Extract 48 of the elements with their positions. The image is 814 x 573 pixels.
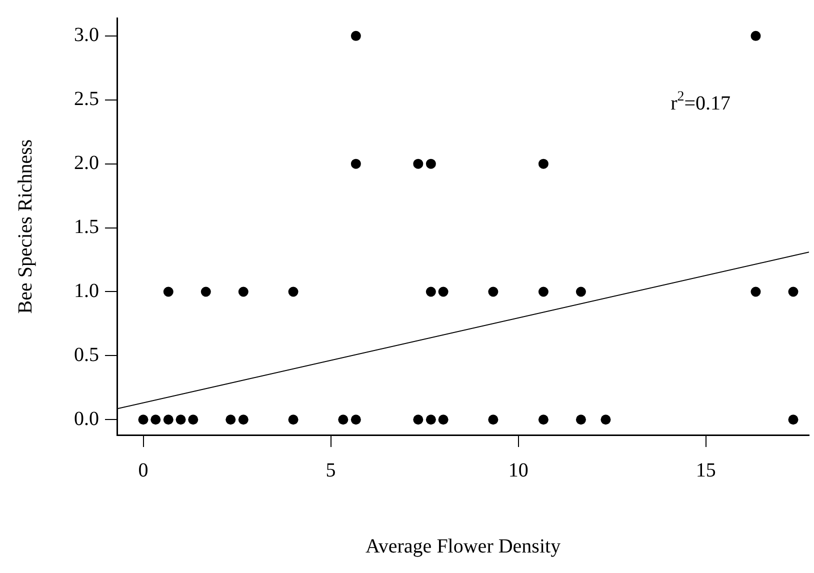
- x-tick-label: 15: [696, 459, 716, 482]
- point: [426, 286, 436, 297]
- y-tick-label: 1.0: [74, 280, 99, 302]
- x-axis-title: Average Flower Density: [365, 535, 561, 558]
- point: [488, 414, 498, 425]
- point: [438, 414, 448, 425]
- point: [576, 286, 586, 297]
- y-axis-title: Bee Species Richness: [14, 139, 36, 314]
- y-tick-label: 2.5: [74, 88, 99, 110]
- point: [138, 414, 148, 425]
- point: [750, 286, 761, 297]
- point: [176, 414, 186, 425]
- point: [413, 414, 424, 425]
- y-tick-label: 1.5: [74, 216, 99, 238]
- point: [238, 286, 248, 297]
- point: [163, 286, 174, 297]
- point: [788, 286, 798, 297]
- point: [426, 414, 436, 425]
- y-tick-label: 2.0: [74, 152, 99, 174]
- x-tick-label: 5: [326, 459, 336, 482]
- point: [350, 158, 361, 169]
- point: [750, 30, 761, 41]
- y-tick-label: 0.0: [74, 408, 99, 430]
- point: [288, 286, 298, 297]
- point: [163, 414, 174, 425]
- point: [226, 414, 236, 425]
- point: [438, 286, 448, 297]
- point: [200, 286, 211, 297]
- point: [350, 414, 361, 425]
- x-tick-label: 0: [138, 459, 148, 482]
- point: [150, 414, 161, 425]
- point: [600, 414, 611, 425]
- point: [426, 158, 436, 169]
- y-tick-label: 0.5: [74, 344, 99, 366]
- point: [576, 414, 586, 425]
- point: [188, 414, 198, 425]
- point: [338, 414, 348, 425]
- point: [788, 414, 798, 425]
- point: [538, 286, 548, 297]
- point: [488, 286, 498, 297]
- point: [413, 158, 424, 169]
- point: [538, 158, 548, 169]
- x-tick-label: 10: [508, 459, 528, 482]
- point: [238, 414, 248, 425]
- point: [350, 30, 361, 41]
- point: [288, 414, 298, 425]
- y-tick-label: 3.0: [74, 24, 99, 46]
- point: [538, 414, 548, 425]
